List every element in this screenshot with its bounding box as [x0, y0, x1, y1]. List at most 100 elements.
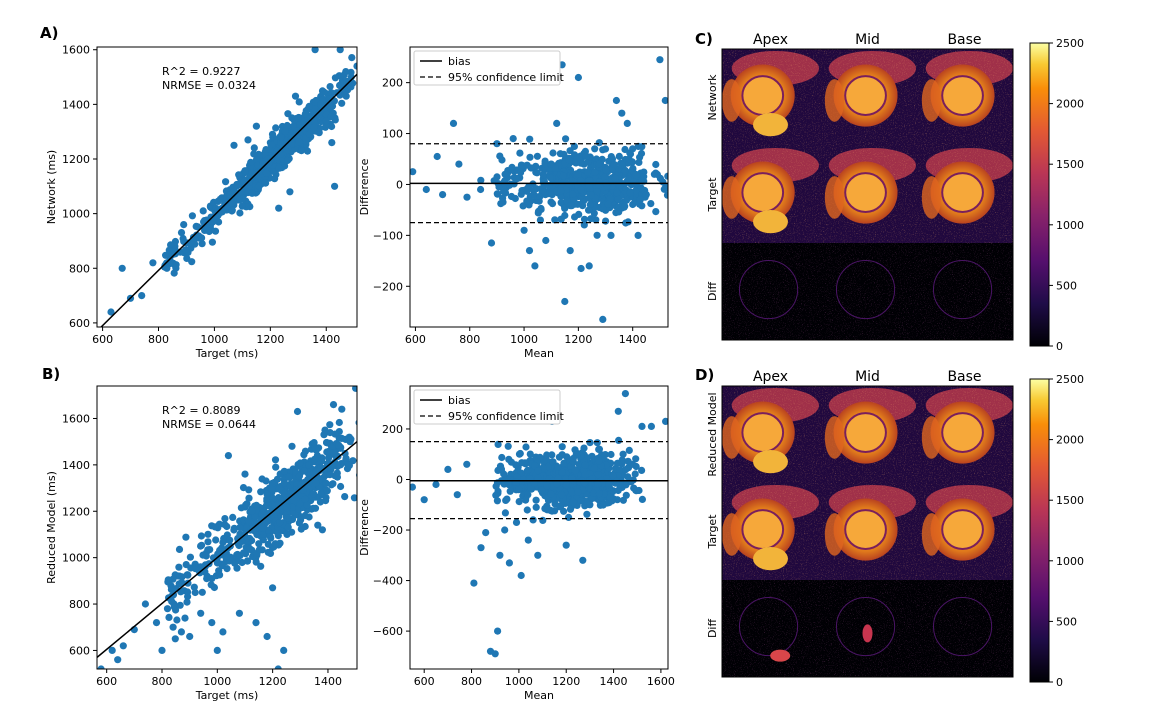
data-point: [493, 140, 501, 148]
data-point: [558, 451, 566, 459]
data-point: [300, 467, 308, 475]
fit-line: [97, 441, 357, 658]
data-point: [180, 221, 188, 229]
data-point: [656, 56, 664, 64]
data-point: [526, 450, 534, 458]
data-point: [534, 474, 542, 482]
data-point: [177, 229, 186, 237]
data-point: [288, 508, 296, 516]
data-point: [632, 171, 640, 179]
data-point: [515, 498, 523, 506]
data-point: [506, 487, 514, 495]
data-point: [275, 164, 283, 172]
data-point: [277, 139, 285, 147]
data-point: [316, 108, 324, 116]
data-point: [280, 467, 288, 475]
data-point: [222, 178, 230, 186]
data-point: [280, 646, 288, 655]
myocardium-wall: [844, 412, 887, 453]
data-point: [373, 396, 380, 403]
data-point: [119, 642, 127, 650]
data-point: [326, 83, 334, 91]
data-point: [569, 454, 577, 463]
data-point: [326, 471, 334, 479]
x-tick: 1000: [203, 669, 231, 688]
data-point: [167, 585, 175, 594]
data-point: [183, 598, 191, 606]
y-tick-label: 1000: [62, 552, 90, 565]
data-point: [394, 38, 401, 45]
map-tile: [916, 483, 1013, 580]
data-point: [228, 199, 236, 207]
data-point: [283, 121, 291, 130]
x-axis-label: Mean: [524, 689, 554, 702]
x-tick: 1000: [505, 669, 533, 688]
data-point: [162, 251, 170, 259]
data-point: [184, 588, 192, 596]
data-point: [494, 627, 502, 635]
data-point: [337, 482, 345, 491]
data-point: [571, 467, 580, 475]
data-point: [335, 418, 343, 427]
data-point: [163, 264, 171, 272]
data-point: [97, 665, 105, 669]
blood-pool: [845, 76, 886, 115]
data-point: [515, 486, 523, 494]
data-point: [255, 540, 263, 548]
column-title-mid: Mid: [855, 369, 880, 385]
data-point: [272, 463, 280, 471]
data-point: [670, 176, 677, 183]
data-point: [559, 172, 568, 180]
liver-region: [753, 210, 788, 234]
grid-frame: [721, 385, 1014, 678]
data-point: [183, 254, 191, 262]
data-point: [523, 161, 531, 169]
data-point: [530, 187, 538, 195]
data-point: [568, 488, 576, 497]
data-point: [267, 141, 276, 149]
data-point: [190, 583, 198, 591]
legend-limit-label: 95% confidence limit: [448, 410, 565, 423]
data-point: [275, 204, 283, 212]
data-point: [517, 169, 525, 177]
data-point: [631, 470, 639, 478]
data-point: [593, 439, 601, 447]
data-point: [595, 160, 603, 168]
data-point: [305, 513, 313, 521]
data-point: [266, 549, 275, 558]
x-tick: 600: [92, 327, 113, 346]
data-point: [566, 505, 575, 513]
data-point: [444, 465, 452, 473]
data-point: [291, 92, 300, 100]
data-point: [504, 480, 513, 488]
data-point: [291, 468, 299, 476]
colorbar-tick-label: 1500: [1056, 158, 1084, 171]
data-point: [273, 475, 282, 483]
liver-region: [753, 113, 788, 137]
stats-annotation: R^2 = 0.8089: [162, 404, 241, 417]
data-point: [305, 461, 313, 469]
data-point: [548, 200, 557, 208]
blood-pool: [942, 413, 983, 452]
row-label: Target: [706, 177, 719, 213]
fit-line: [100, 73, 357, 327]
data-point: [595, 489, 604, 498]
data-point: [288, 442, 296, 450]
data-point: [366, 433, 373, 440]
data-point: [513, 473, 521, 481]
data-point: [169, 623, 177, 631]
data-point: [327, 113, 335, 121]
data-point: [557, 491, 566, 499]
data-point: [601, 173, 609, 181]
data-point: [219, 538, 227, 547]
data-point: [222, 554, 230, 562]
data-point: [499, 188, 508, 196]
myocardium-wall: [844, 172, 887, 213]
colorbar-tick-label: 1000: [1056, 555, 1084, 568]
data-point: [455, 160, 463, 168]
panel-letter-a: A): [40, 24, 58, 42]
y-tick: −200: [373, 280, 410, 293]
data-point: [205, 227, 213, 235]
data-point: [524, 536, 532, 544]
legend-box: [413, 50, 561, 86]
